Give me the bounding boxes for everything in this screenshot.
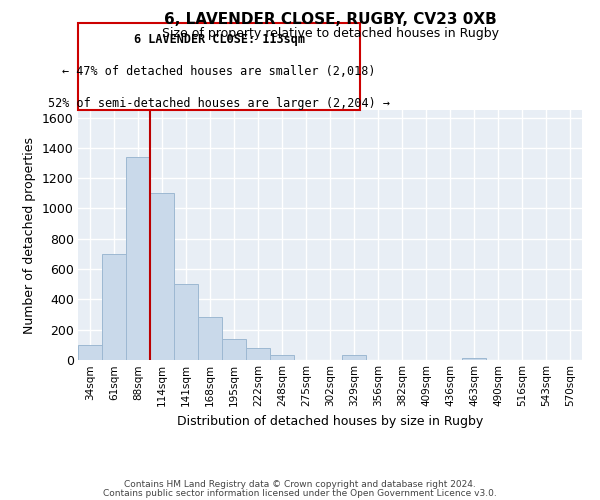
Bar — [150, 194, 174, 360]
X-axis label: Distribution of detached houses by size in Rugby: Distribution of detached houses by size … — [177, 414, 483, 428]
FancyBboxPatch shape — [78, 22, 360, 110]
Text: 6, LAVENDER CLOSE, RUGBY, CV23 0XB: 6, LAVENDER CLOSE, RUGBY, CV23 0XB — [164, 12, 496, 28]
Bar — [222, 339, 246, 360]
Text: 6 LAVENDER CLOSE: 113sqm: 6 LAVENDER CLOSE: 113sqm — [134, 32, 305, 46]
Bar — [246, 348, 270, 360]
Bar — [462, 358, 486, 360]
Bar — [174, 284, 198, 360]
Text: ← 47% of detached houses are smaller (2,018): ← 47% of detached houses are smaller (2,… — [62, 65, 376, 78]
Bar — [78, 345, 102, 360]
Bar — [270, 356, 294, 360]
Bar — [198, 317, 222, 360]
Text: Contains HM Land Registry data © Crown copyright and database right 2024.: Contains HM Land Registry data © Crown c… — [124, 480, 476, 489]
Bar — [342, 354, 366, 360]
Y-axis label: Number of detached properties: Number of detached properties — [23, 136, 37, 334]
Text: Contains public sector information licensed under the Open Government Licence v3: Contains public sector information licen… — [103, 488, 497, 498]
Bar — [102, 254, 126, 360]
Bar — [126, 157, 150, 360]
Text: 52% of semi-detached houses are larger (2,204) →: 52% of semi-detached houses are larger (… — [48, 98, 390, 110]
Text: Size of property relative to detached houses in Rugby: Size of property relative to detached ho… — [161, 28, 499, 40]
